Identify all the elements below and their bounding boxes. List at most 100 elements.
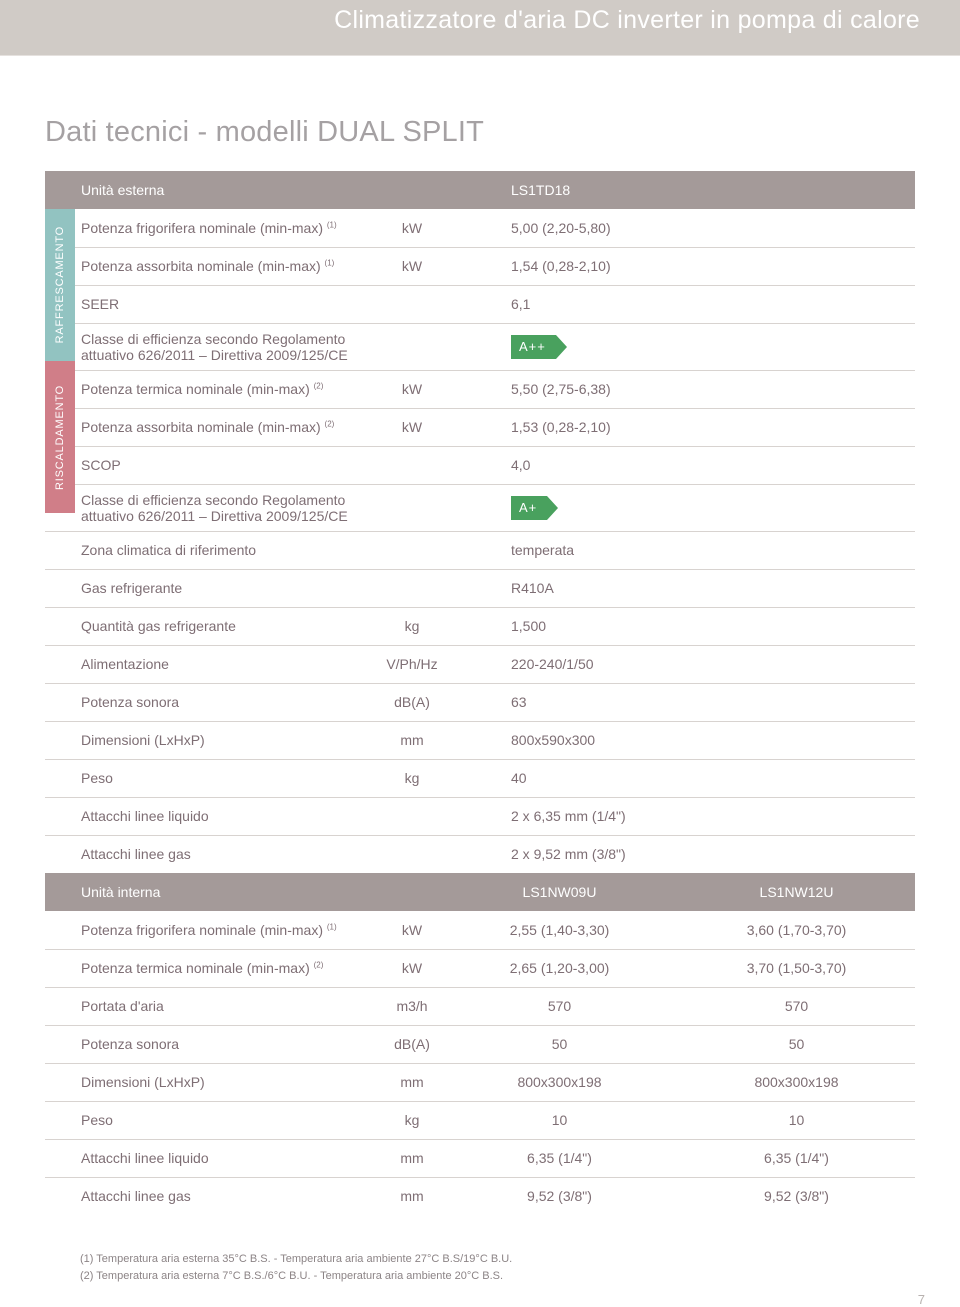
row-unit	[383, 531, 441, 569]
table-row: Potenza termica nominale (min-max) (2)kW…	[45, 949, 915, 987]
row-label: Peso	[75, 759, 383, 797]
row-label: Potenza termica nominale (min-max) (2)	[75, 949, 383, 987]
row-value: A+	[441, 484, 915, 531]
row-unit	[383, 323, 441, 370]
row-value-2: 9,52 (3/8")	[678, 1177, 915, 1215]
row-value-1: 6,35 (1/4")	[441, 1139, 678, 1177]
row-unit: dB(A)	[383, 1025, 441, 1063]
sidebar-cooling: RAFFRESCAMENTO	[45, 209, 75, 361]
table-row: Dimensioni (LxHxP)mm800x300x198800x300x1…	[45, 1063, 915, 1101]
table-row: SCOP4,0	[45, 446, 915, 484]
row-value: 800x590x300	[441, 721, 915, 759]
row-unit	[383, 484, 441, 531]
table-row: Pesokg40	[45, 759, 915, 797]
row-value-1: 2,55 (1,40-3,30)	[441, 911, 678, 949]
row-value-1: 50	[441, 1025, 678, 1063]
row-label: Potenza frigorifera nominale (min-max) (…	[75, 911, 383, 949]
row-unit: kW	[383, 247, 441, 285]
sidebar-cooling-label: RAFFRESCAMENTO	[54, 226, 66, 343]
row-unit: kg	[383, 607, 441, 645]
row-value-1: 570	[441, 987, 678, 1025]
table-row: Potenza termica nominale (min-max) (2)kW…	[45, 370, 915, 408]
row-label: Potenza sonora	[75, 1025, 383, 1063]
footnotes: (1) Temperatura aria esterna 35°C B.S. -…	[80, 1251, 960, 1284]
table-row: Potenza sonoradB(A)5050	[45, 1025, 915, 1063]
table-row: Potenza assorbita nominale (min-max) (1)…	[45, 247, 915, 285]
page-number: 7	[0, 1292, 925, 1307]
row-label: Potenza frigorifera nominale (min-max) (…	[75, 209, 383, 247]
row-label: Potenza assorbita nominale (min-max) (1)	[75, 247, 383, 285]
row-value: R410A	[441, 569, 915, 607]
spec-sheet: RAFFRESCAMENTO RISCALDAMENTO Unità ester…	[45, 171, 915, 1215]
table-row: SEER 6,1	[45, 285, 915, 323]
row-value-2: 3,70 (1,50-3,70)	[678, 949, 915, 987]
table-row: Portata d'ariam3/h570570	[45, 987, 915, 1025]
row-value: A++	[441, 323, 915, 370]
row-value: 40	[441, 759, 915, 797]
row-value-1: 9,52 (3/8")	[441, 1177, 678, 1215]
row-label: Dimensioni (LxHxP)	[75, 1063, 383, 1101]
table-row: Attacchi linee gasmm9,52 (3/8")9,52 (3/8…	[45, 1177, 915, 1215]
row-value: 5,50 (2,75-6,38)	[441, 370, 915, 408]
sidebar-heating-label: RISCALDAMENTO	[54, 385, 66, 490]
table-row: Potenza frigorifera nominale (min-max) (…	[45, 911, 915, 949]
row-value-1: 2,65 (1,20-3,00)	[441, 949, 678, 987]
row-unit: mm	[383, 1177, 441, 1215]
spec-table: Unità esterna LS1TD18 Potenza frigorifera …	[45, 171, 915, 1215]
row-unit	[383, 797, 441, 835]
row-value: 4,0	[441, 446, 915, 484]
row-unit: kW	[383, 370, 441, 408]
row-unit: mm	[383, 1139, 441, 1177]
row-label: Gas refrigerante	[75, 569, 383, 607]
row-unit: m3/h	[383, 987, 441, 1025]
row-label: Attacchi linee gas	[75, 1177, 383, 1215]
table-row: Potenza assorbita nominale (min-max) (2)…	[45, 408, 915, 446]
row-label: Peso	[75, 1101, 383, 1139]
row-label: SEER	[75, 285, 383, 323]
outdoor-header-model: LS1TD18	[441, 171, 915, 209]
row-value: 1,500	[441, 607, 915, 645]
energy-badge: A+	[511, 496, 547, 520]
row-value-2: 10	[678, 1101, 915, 1139]
row-label: Potenza termica nominale (min-max) (2)	[75, 370, 383, 408]
row-unit: kW	[383, 949, 441, 987]
row-label: Attacchi linee gas	[75, 835, 383, 873]
row-value-1: 800x300x198	[441, 1063, 678, 1101]
table-row: Potenza sonoradB(A)63	[45, 683, 915, 721]
indoor-header-row: Unità internaLS1NW09ULS1NW12U	[45, 873, 915, 911]
row-value-2: 800x300x198	[678, 1063, 915, 1101]
row-label: Potenza sonora	[75, 683, 383, 721]
row-label: Portata d'aria	[75, 987, 383, 1025]
row-value: temperata	[441, 531, 915, 569]
hero-rule	[0, 55, 960, 56]
row-value-2: 570	[678, 987, 915, 1025]
row-value: 63	[441, 683, 915, 721]
table-row: Classe di efficienza secondo Regolamento…	[45, 484, 915, 531]
row-unit: kW	[383, 209, 441, 247]
row-unit: mm	[383, 721, 441, 759]
table-row: Attacchi linee liquido2 x 6,35 mm (1/4")	[45, 797, 915, 835]
row-unit: dB(A)	[383, 683, 441, 721]
section-title: Dati tecnici - modelli DUAL SPLIT	[45, 116, 960, 149]
row-label: Attacchi linee liquido	[75, 1139, 383, 1177]
table-row: Pesokg1010	[45, 1101, 915, 1139]
table-row: Gas refrigerante R410A	[45, 569, 915, 607]
row-value-1: 10	[441, 1101, 678, 1139]
table-row: Classe di efficienza secondo Regolamento…	[45, 323, 915, 370]
table-row: Zona climatica di riferimentotemperata	[45, 531, 915, 569]
indoor-header-label: Unità interna	[75, 873, 383, 911]
row-value: 6,1	[441, 285, 915, 323]
footnote-1: (1) Temperatura aria esterna 35°C B.S. -…	[80, 1251, 960, 1268]
row-label: Dimensioni (LxHxP)	[75, 721, 383, 759]
row-label: Classe di efficienza secondo Regolamento…	[75, 484, 383, 531]
row-value-2: 50	[678, 1025, 915, 1063]
row-label: Alimentazione	[75, 645, 383, 683]
outdoor-header-label: Unità esterna	[75, 171, 383, 209]
table-row: Dimensioni (LxHxP)mm800x590x300	[45, 721, 915, 759]
row-unit	[383, 285, 441, 323]
energy-badge: A++	[511, 335, 556, 359]
row-unit	[383, 835, 441, 873]
row-value: 220-240/1/50	[441, 645, 915, 683]
hero-banner: Climatizzatore d'aria DC inverter in pom…	[0, 0, 960, 56]
row-value: 1,54 (0,28-2,10)	[441, 247, 915, 285]
